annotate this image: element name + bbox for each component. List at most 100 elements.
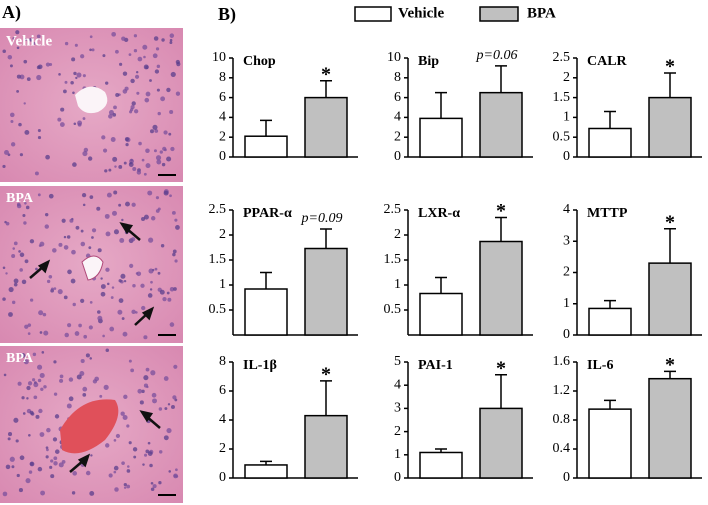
nucleus	[152, 53, 158, 59]
nucleus	[145, 367, 150, 372]
nucleus	[37, 128, 41, 133]
nucleus	[159, 289, 165, 295]
nucleus	[29, 461, 35, 467]
nucleus	[18, 488, 23, 493]
bar	[588, 127, 632, 158]
nucleus	[108, 110, 114, 116]
nucleus	[24, 38, 28, 41]
nucleus	[166, 291, 170, 295]
y-tick-label: 0.8	[553, 412, 571, 427]
y-tick-label: 4	[219, 412, 226, 427]
nucleus	[123, 161, 127, 165]
nucleus	[175, 475, 179, 478]
panel-a: A) Vehicle BPA BPA	[0, 2, 183, 503]
nucleus	[34, 171, 39, 176]
nucleus	[77, 120, 83, 126]
annotation: *	[321, 363, 331, 385]
nucleus	[64, 80, 68, 84]
nucleus	[32, 378, 36, 382]
nucleus	[85, 470, 91, 476]
nucleus	[142, 44, 148, 50]
nucleus	[143, 172, 147, 176]
nucleus	[125, 143, 129, 147]
nucleus	[83, 334, 88, 339]
nucleus	[108, 168, 112, 172]
nucleus	[10, 142, 16, 147]
nucleus	[172, 395, 177, 400]
y-tick-label: 2	[394, 227, 401, 242]
nucleus	[168, 132, 172, 136]
nucleus	[143, 55, 146, 59]
nucleus	[89, 195, 94, 199]
nucleus	[45, 446, 49, 450]
chart-title: LXR-α	[418, 206, 460, 221]
scale-bars	[158, 174, 176, 496]
nucleus	[54, 449, 60, 454]
nucleus	[57, 289, 63, 295]
nucleus	[155, 47, 160, 51]
nucleus	[113, 190, 118, 195]
nucleus	[2, 297, 6, 301]
nucleus	[133, 455, 137, 459]
nucleus	[157, 111, 161, 116]
nucleus	[153, 36, 159, 41]
nucleus	[80, 358, 85, 364]
nucleus	[107, 282, 110, 286]
nucleus	[150, 487, 155, 492]
nucleus	[13, 241, 18, 246]
nucleus	[142, 463, 145, 466]
nucleus	[113, 229, 119, 235]
nucleus	[152, 398, 157, 404]
nucleus	[169, 41, 173, 45]
nucleus	[96, 206, 101, 211]
nucleus	[118, 279, 122, 283]
nucleus	[70, 278, 76, 284]
nucleus	[129, 110, 133, 114]
nucleus	[58, 462, 64, 468]
nucleus	[126, 469, 131, 473]
y-tick-label: 4	[219, 110, 226, 125]
nucleus	[169, 38, 173, 42]
y-tick-label: 8	[219, 70, 226, 85]
nucleus	[102, 54, 106, 58]
nucleus	[19, 153, 24, 157]
nucleus	[27, 323, 32, 327]
nucleus	[49, 465, 53, 469]
y-tick-label: 4	[394, 110, 401, 125]
y-tick-label: 1	[394, 447, 401, 462]
nucleus	[156, 159, 162, 165]
nucleus	[12, 247, 16, 250]
bar	[244, 464, 288, 479]
nucleus	[137, 56, 143, 62]
nucleus	[122, 71, 128, 76]
annotation: p=0.06	[476, 48, 518, 63]
nucleus	[146, 385, 149, 389]
nucleus	[7, 432, 13, 437]
annotation: *	[321, 63, 331, 85]
chart-title: PPAR-α	[243, 206, 292, 221]
nucleus	[101, 135, 106, 140]
error-bar	[435, 91, 447, 119]
bar	[588, 307, 632, 336]
nucleus	[158, 407, 163, 411]
nucleus	[105, 443, 110, 448]
nucleus	[24, 259, 29, 264]
nucleus	[147, 451, 153, 457]
nucleus	[2, 266, 6, 270]
annotation: *	[496, 200, 506, 222]
y-tick-label: 2.5	[384, 202, 402, 217]
nucleus	[149, 288, 153, 291]
error-bar	[604, 110, 616, 129]
nucleus	[39, 331, 43, 334]
nucleus	[110, 137, 116, 142]
nucleus	[140, 283, 145, 288]
nucleus	[74, 331, 80, 336]
nucleus	[66, 403, 72, 409]
nucleus	[48, 193, 54, 199]
y-tick-label: 10	[387, 50, 401, 65]
nucleus	[22, 214, 26, 218]
nucleus	[148, 268, 154, 274]
bar	[648, 377, 692, 479]
y-tick-label: 2	[219, 129, 226, 144]
nucleus	[126, 484, 131, 489]
